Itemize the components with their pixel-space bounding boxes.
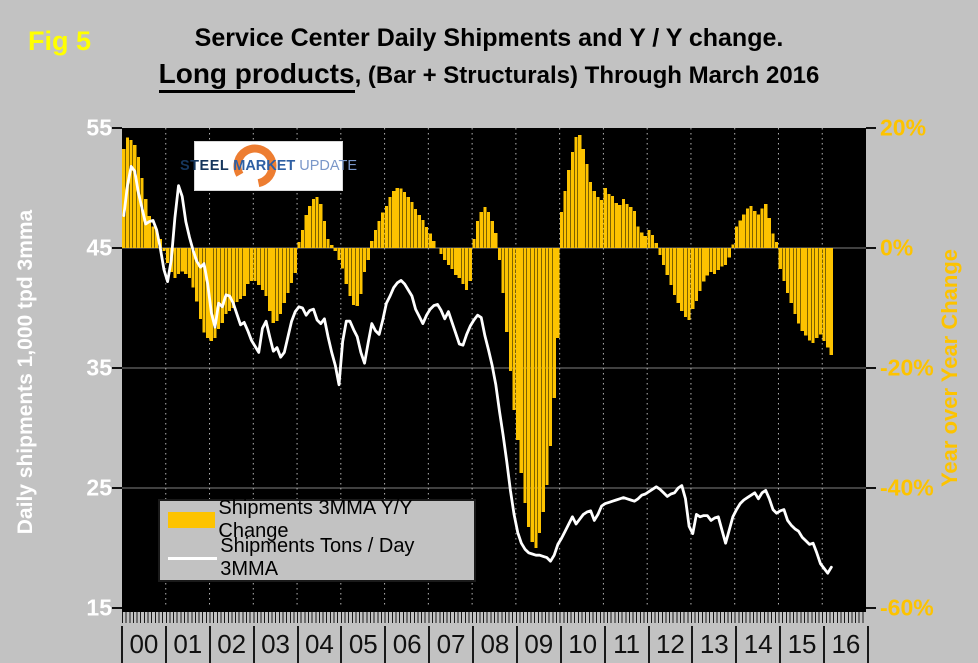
right-tick-mark xyxy=(866,127,876,129)
legend-bar-swatch xyxy=(168,512,216,528)
x-axis-year-cell: 04 xyxy=(296,626,341,663)
chart-title-line1: Service Center Daily Shipments and Y / Y… xyxy=(194,24,784,52)
plot-area: STEEL MARKET UPDATE Shipments 3MMA Y/Y C… xyxy=(122,128,866,612)
chart-title-line2: Long products, (Bar + Structurals) Throu… xyxy=(0,58,978,93)
x-axis-year-cell: 03 xyxy=(252,626,297,663)
left-tick-mark xyxy=(112,367,122,369)
x-axis-year-cell: 13 xyxy=(691,626,735,663)
x-axis-year-cell: 15 xyxy=(779,626,823,663)
steel-market-update-logo: STEEL MARKET UPDATE xyxy=(180,142,357,190)
x-axis-year-cell: 00 xyxy=(121,626,165,663)
legend-label: Shipments Tons / Day 3MMA xyxy=(220,535,415,580)
legend-item-tons-per-day: Shipments Tons / Day 3MMA xyxy=(160,535,474,580)
y-axis-left-tick-label: 35 xyxy=(86,354,112,381)
chart-title-long-products: Long products xyxy=(158,58,355,93)
logo-text: STEEL MARKET UPDATE xyxy=(180,142,357,190)
x-axis-year-cell: 01 xyxy=(164,626,209,663)
x-axis-year-row: 00 01 02 03 04 05 06 07 08 09 10 11 12 13 14 15 16 xyxy=(121,626,869,663)
y-axis-left-tick-label: 15 xyxy=(86,594,112,621)
y-axis-right-tick-label: -40% xyxy=(880,474,934,501)
legend-line-swatch xyxy=(168,556,218,560)
logo-crescent-icon xyxy=(233,144,277,188)
right-tick-mark xyxy=(866,367,876,369)
x-axis-year-cell: 11 xyxy=(603,626,648,663)
x-axis-year-cell: 05 xyxy=(340,626,384,663)
x-axis-year-cell: 07 xyxy=(428,626,472,663)
y-axis-left-tick-label: 25 xyxy=(86,474,112,501)
legend: Shipments 3MMA Y/Y Change Shipments Tons… xyxy=(158,497,476,582)
logo-word-market: MARKET xyxy=(233,158,296,174)
right-tick-mark xyxy=(866,487,876,489)
x-axis-year-cell: 16 xyxy=(823,626,869,663)
x-axis-year-cell: 12 xyxy=(647,626,692,663)
chart-title-line2-rest: , (Bar + Structurals) Through March 2016 xyxy=(354,62,820,89)
legend-label: Shipments 3MMA Y/Y Change xyxy=(218,497,413,542)
y-axis-left-tick-label: 45 xyxy=(86,234,112,261)
y-axis-left-title: Daily shipments 1,000 tpd 3mma xyxy=(14,209,37,535)
y-axis-left-tick-label: 55 xyxy=(86,114,112,141)
left-tick-mark xyxy=(112,607,122,609)
month-tick-comb xyxy=(122,612,866,626)
x-axis-year-cell: 10 xyxy=(559,626,604,663)
legend-item-yy-change: Shipments 3MMA Y/Y Change xyxy=(160,497,474,542)
logo-word-steel: STEEL xyxy=(180,158,230,174)
x-axis-year-cell: 02 xyxy=(208,626,253,663)
x-axis-year-cell: 06 xyxy=(384,626,428,663)
figure-label: Fig 5 xyxy=(28,26,92,56)
month-ticks-svg xyxy=(122,612,864,623)
left-tick-mark xyxy=(112,487,122,489)
x-axis-year-cell: 09 xyxy=(515,626,560,663)
left-tick-mark xyxy=(112,127,122,129)
shipments-chart-svg xyxy=(122,128,866,608)
right-tick-mark xyxy=(866,607,876,609)
y-axis-right-tick-label: 20% xyxy=(880,114,927,141)
y-axis-right-tick-label: -20% xyxy=(880,354,934,381)
y-axis-right-title: Year over Year Change xyxy=(937,248,962,488)
x-axis-year-cell: 08 xyxy=(472,626,516,663)
right-tick-mark xyxy=(866,247,876,249)
left-tick-mark xyxy=(112,247,122,249)
x-axis-year-cell: 14 xyxy=(735,626,779,663)
y-axis-right-tick-label: -60% xyxy=(880,594,934,621)
logo-word-update: UPDATE xyxy=(299,158,358,174)
y-axis-right-tick-label: 0% xyxy=(880,234,914,261)
